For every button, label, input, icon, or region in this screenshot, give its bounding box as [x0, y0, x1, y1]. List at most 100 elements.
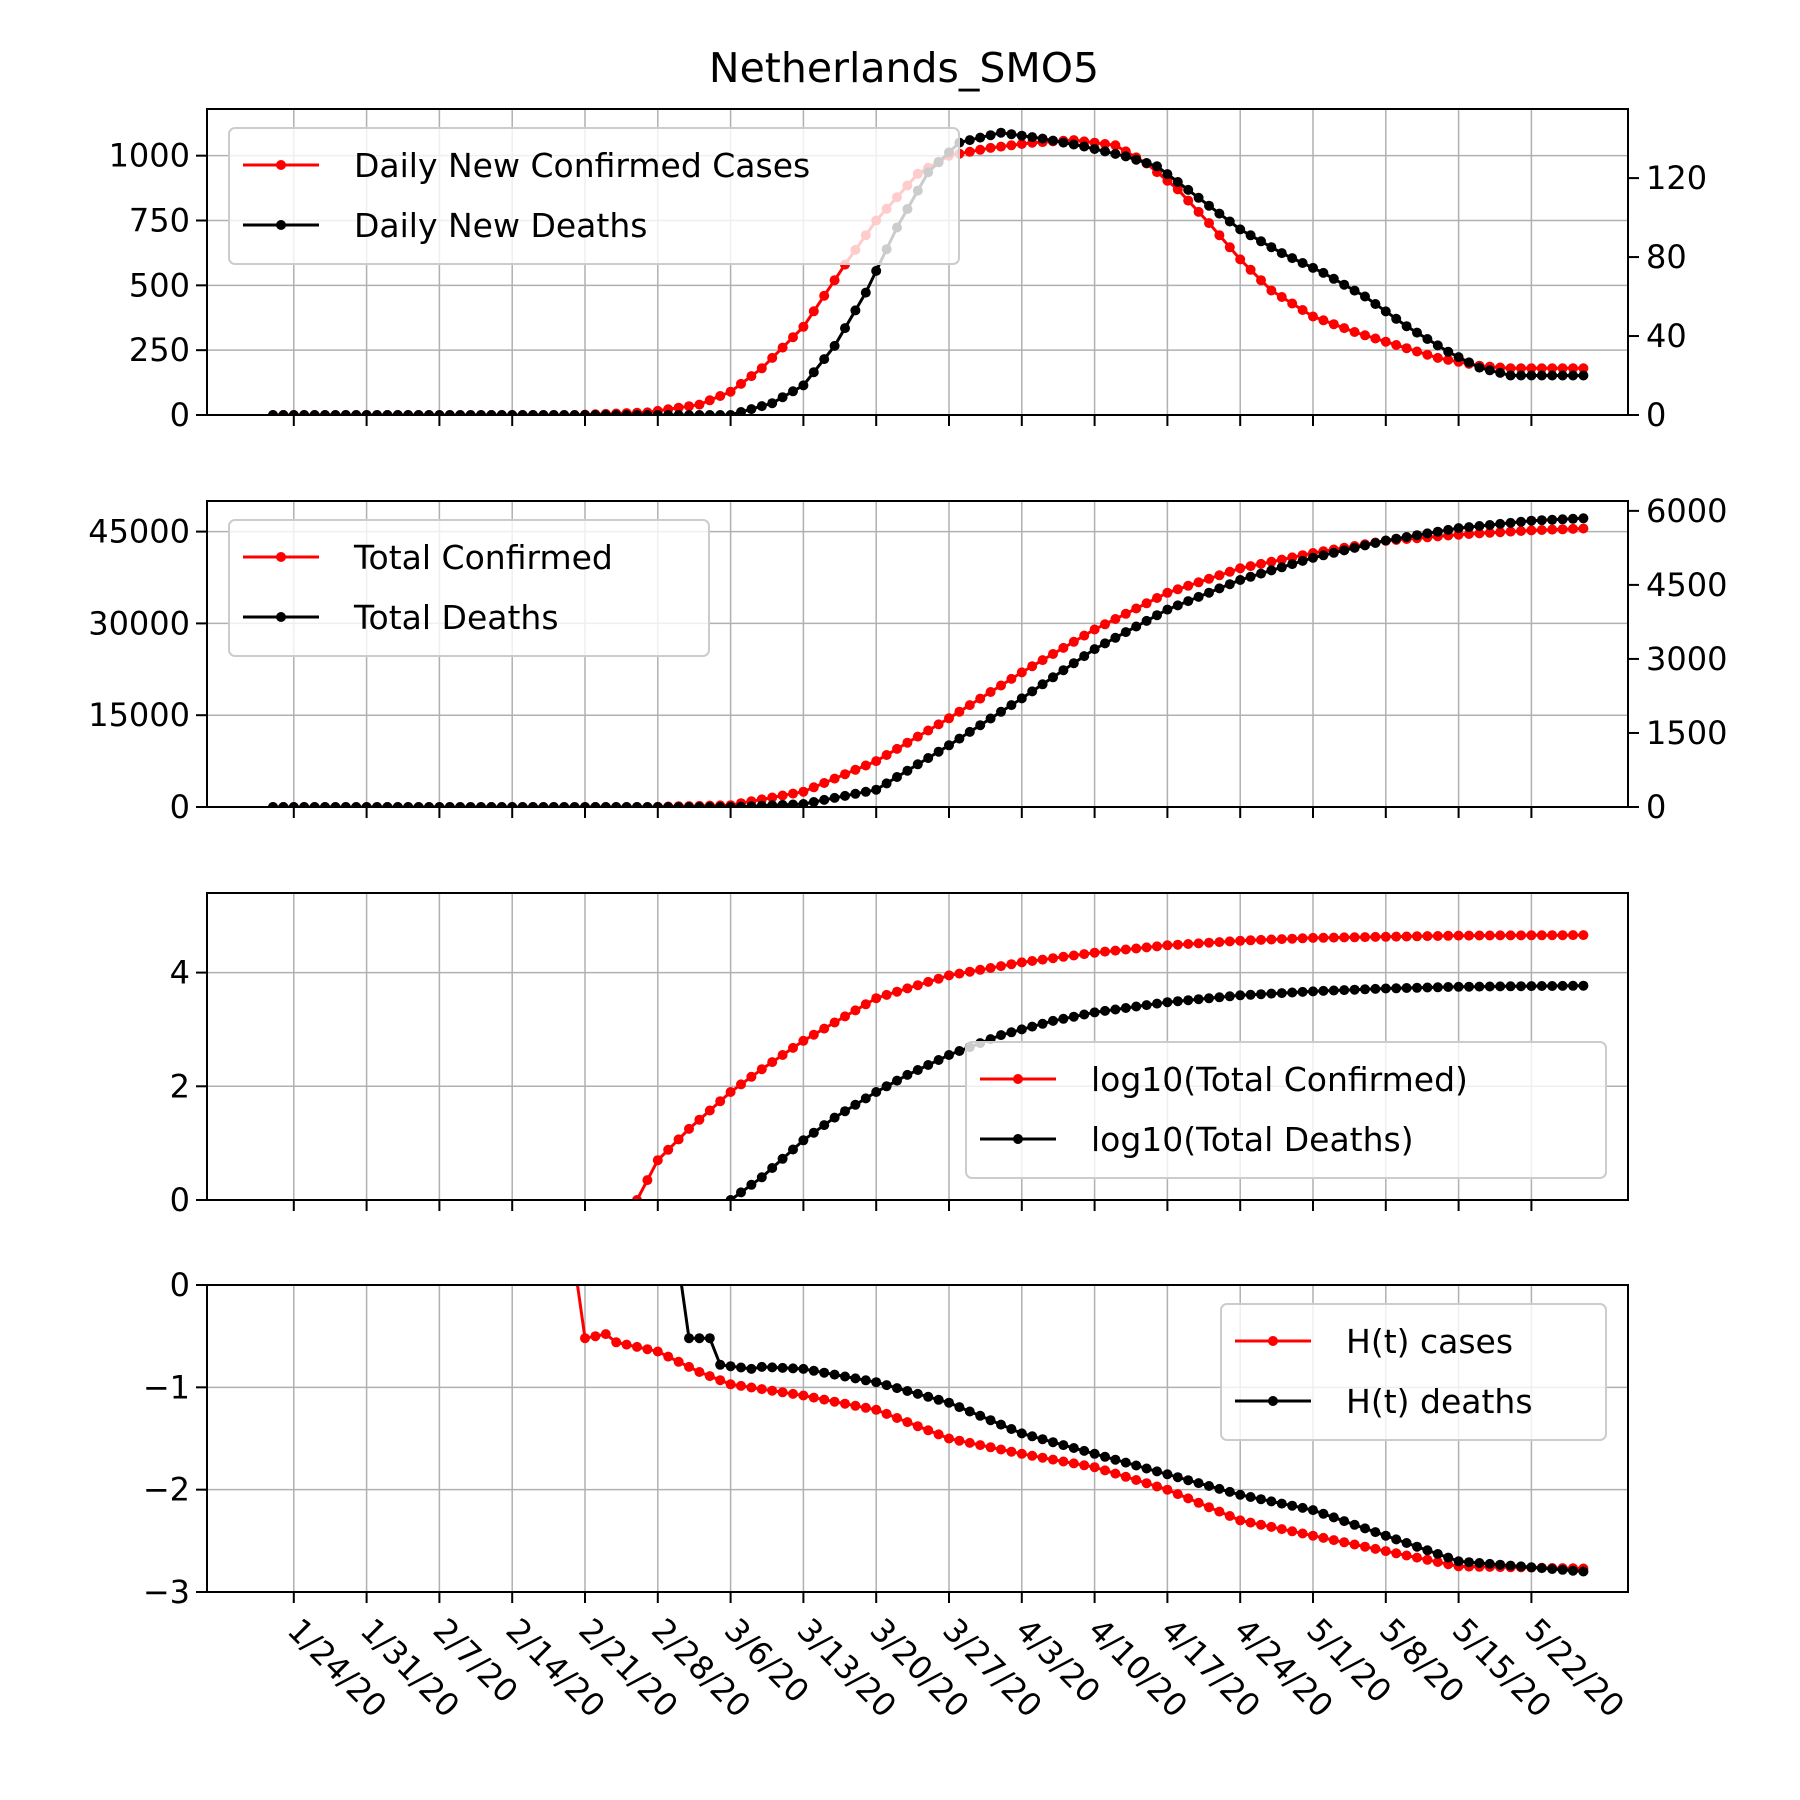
legend-swatch-marker [1268, 1396, 1278, 1406]
data-point [1412, 931, 1422, 942]
data-point [1183, 939, 1194, 949]
data-point [975, 964, 986, 975]
data-point [1370, 299, 1381, 309]
series-total-1 [268, 513, 1589, 807]
data-point [829, 792, 840, 803]
data-point [1391, 983, 1402, 994]
data-point [840, 1011, 850, 1022]
data-point [621, 410, 632, 415]
data-point [788, 386, 798, 397]
y-right-tick-label: 0 [1646, 396, 1666, 434]
data-point [871, 1377, 882, 1388]
data-point [1516, 930, 1526, 941]
data-point [1224, 1511, 1235, 1521]
data-point [684, 802, 694, 807]
data-point [1297, 1502, 1308, 1513]
data-point [996, 127, 1006, 138]
data-point [1557, 980, 1568, 991]
data-point [673, 1134, 684, 1145]
data-point [840, 1398, 850, 1409]
legend-label: H(t) cases [1346, 1322, 1513, 1361]
data-point [1360, 984, 1370, 995]
data-point [881, 1408, 892, 1419]
legend-label: Daily New Confirmed Cases [354, 146, 810, 185]
data-point [673, 1356, 684, 1367]
data-point [1068, 139, 1079, 150]
data-point [1297, 555, 1308, 566]
data-point [1484, 1558, 1495, 1569]
data-point [1131, 603, 1142, 614]
data-point [829, 1396, 840, 1407]
data-point [1089, 1448, 1100, 1459]
y-right-tick-label: 80 [1646, 238, 1687, 276]
data-point [1505, 370, 1516, 381]
y-left-tick-label: 1000 [109, 137, 190, 175]
data-point [736, 1079, 746, 1090]
data-point [767, 1163, 778, 1173]
y-left-tick-label: 45000 [88, 513, 190, 551]
data-point [1526, 981, 1537, 992]
data-point [1183, 580, 1194, 591]
data-point [1432, 352, 1443, 363]
data-point [351, 802, 362, 807]
data-point [486, 410, 497, 415]
data-point [944, 1050, 954, 1060]
data-point [725, 410, 736, 415]
data-point [1245, 264, 1256, 275]
data-point [548, 802, 559, 807]
data-point [1266, 988, 1277, 999]
data-point [902, 765, 913, 776]
data-point [715, 1375, 726, 1386]
legend-box [228, 519, 710, 657]
data-point [767, 398, 778, 409]
data-point [1412, 327, 1422, 338]
data-point [1245, 230, 1256, 241]
data-point [964, 146, 975, 157]
data-point [1536, 363, 1547, 374]
data-point [1453, 523, 1464, 534]
data-point [694, 410, 705, 415]
data-point [1235, 990, 1246, 1001]
data-point [1162, 604, 1173, 615]
y-left-tick-label: −3 [143, 1573, 190, 1611]
data-point [1422, 1545, 1433, 1556]
data-point [1495, 518, 1506, 529]
data-point [632, 1195, 642, 1200]
data-point [923, 976, 934, 987]
data-point [1256, 275, 1266, 286]
data-point [1152, 593, 1162, 603]
data-point [382, 802, 393, 807]
data-point [923, 1060, 934, 1070]
data-point [1401, 343, 1412, 354]
data-point [600, 1329, 611, 1340]
data-point [330, 410, 341, 415]
data-point [933, 1055, 944, 1065]
y-right-tick-label: 1500 [1646, 714, 1727, 752]
data-point [1162, 1469, 1173, 1480]
data-point [798, 380, 809, 391]
data-point [954, 706, 965, 717]
data-point [1412, 982, 1422, 993]
data-point [850, 1099, 861, 1110]
data-point [725, 1195, 736, 1200]
data-point [912, 731, 923, 742]
data-point [1058, 1456, 1069, 1467]
data-point [871, 993, 882, 1004]
data-point [902, 983, 913, 994]
data-point [736, 1380, 746, 1391]
data-point [756, 1361, 767, 1372]
data-point [455, 802, 466, 807]
data-point [892, 986, 902, 997]
data-point [1578, 523, 1589, 534]
data-point [663, 1144, 674, 1155]
data-point [1172, 1489, 1183, 1500]
data-point [1079, 651, 1090, 662]
data-point [1214, 1483, 1225, 1494]
data-point [1318, 1532, 1329, 1543]
data-point [1048, 1454, 1058, 1465]
data-point [1557, 514, 1568, 525]
data-point [528, 410, 538, 415]
data-point [996, 1444, 1006, 1455]
data-point [1172, 584, 1183, 595]
data-point [798, 786, 809, 797]
